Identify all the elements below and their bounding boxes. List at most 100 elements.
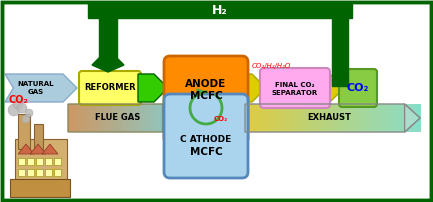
Bar: [368, 104, 375, 132]
Circle shape: [22, 115, 30, 123]
FancyBboxPatch shape: [339, 69, 377, 107]
Text: MCFC: MCFC: [190, 91, 223, 101]
Bar: [27, 158, 34, 165]
Bar: [274, 104, 281, 132]
Bar: [34, 124, 43, 149]
Polygon shape: [242, 74, 266, 102]
Bar: [356, 104, 363, 132]
Bar: [45, 169, 52, 176]
Polygon shape: [404, 104, 420, 132]
Bar: [408, 104, 415, 132]
Bar: [344, 104, 351, 132]
Bar: [18, 114, 30, 149]
Bar: [36, 169, 43, 176]
Bar: [68, 104, 74, 132]
Bar: [286, 104, 293, 132]
Bar: [79, 104, 85, 132]
Text: CO₂: CO₂: [214, 116, 228, 122]
Bar: [54, 169, 61, 176]
FancyBboxPatch shape: [79, 71, 141, 105]
Bar: [107, 104, 113, 132]
Polygon shape: [92, 58, 124, 72]
Bar: [88, 2, 352, 18]
Bar: [54, 158, 61, 165]
Bar: [245, 104, 252, 132]
Text: FLUE GAS: FLUE GAS: [95, 114, 140, 122]
Polygon shape: [326, 74, 344, 102]
Bar: [338, 104, 345, 132]
Text: SEPARATOR: SEPARATOR: [272, 90, 318, 96]
Bar: [36, 158, 43, 165]
Bar: [350, 104, 357, 132]
Bar: [84, 104, 91, 132]
Polygon shape: [5, 74, 77, 102]
Bar: [145, 104, 152, 132]
Bar: [304, 104, 310, 132]
Bar: [332, 18, 348, 86]
Bar: [385, 104, 392, 132]
Bar: [134, 104, 140, 132]
Polygon shape: [42, 144, 58, 154]
Polygon shape: [138, 74, 168, 102]
Bar: [403, 104, 409, 132]
Bar: [292, 104, 298, 132]
Text: H₂: H₂: [212, 3, 228, 17]
FancyBboxPatch shape: [164, 94, 248, 178]
Bar: [15, 139, 67, 189]
Bar: [18, 169, 25, 176]
Bar: [297, 104, 304, 132]
Bar: [90, 104, 97, 132]
Text: FINAL CO₂: FINAL CO₂: [275, 82, 315, 88]
Bar: [280, 104, 287, 132]
Text: CO₂/H₂/H₂O: CO₂/H₂/H₂O: [252, 63, 291, 69]
Bar: [151, 104, 157, 132]
Text: C ATHODE: C ATHODE: [181, 136, 232, 144]
Polygon shape: [18, 144, 34, 154]
Circle shape: [13, 99, 23, 109]
Circle shape: [25, 109, 33, 117]
Text: REFORMER: REFORMER: [84, 83, 136, 93]
Bar: [414, 104, 421, 132]
Bar: [112, 104, 119, 132]
Bar: [10, 179, 70, 197]
Bar: [129, 104, 135, 132]
Bar: [326, 104, 333, 132]
Bar: [167, 104, 174, 132]
Polygon shape: [163, 104, 178, 132]
Circle shape: [8, 104, 20, 116]
Bar: [379, 104, 386, 132]
Bar: [74, 104, 80, 132]
FancyBboxPatch shape: [260, 68, 330, 108]
Circle shape: [17, 103, 27, 113]
Bar: [257, 104, 264, 132]
Text: CO₂: CO₂: [8, 95, 28, 105]
Text: EXHAUST: EXHAUST: [307, 114, 351, 122]
Bar: [123, 104, 129, 132]
Bar: [315, 104, 322, 132]
Bar: [309, 104, 316, 132]
Bar: [18, 158, 25, 165]
Bar: [139, 104, 146, 132]
Text: CO₂: CO₂: [347, 83, 369, 93]
Bar: [251, 104, 258, 132]
FancyBboxPatch shape: [164, 56, 248, 144]
Bar: [162, 104, 168, 132]
Bar: [45, 158, 52, 165]
Polygon shape: [30, 144, 46, 154]
Text: NATURAL
GAS: NATURAL GAS: [17, 81, 54, 95]
Bar: [362, 104, 368, 132]
Bar: [391, 104, 397, 132]
Bar: [333, 104, 339, 132]
Bar: [117, 104, 124, 132]
Text: ANODE: ANODE: [185, 79, 226, 89]
Bar: [373, 104, 380, 132]
Bar: [397, 104, 404, 132]
Bar: [262, 104, 269, 132]
Bar: [156, 104, 162, 132]
Bar: [268, 104, 275, 132]
Bar: [27, 169, 34, 176]
Bar: [172, 104, 179, 132]
Bar: [99, 18, 117, 58]
Bar: [101, 104, 107, 132]
Bar: [96, 104, 102, 132]
